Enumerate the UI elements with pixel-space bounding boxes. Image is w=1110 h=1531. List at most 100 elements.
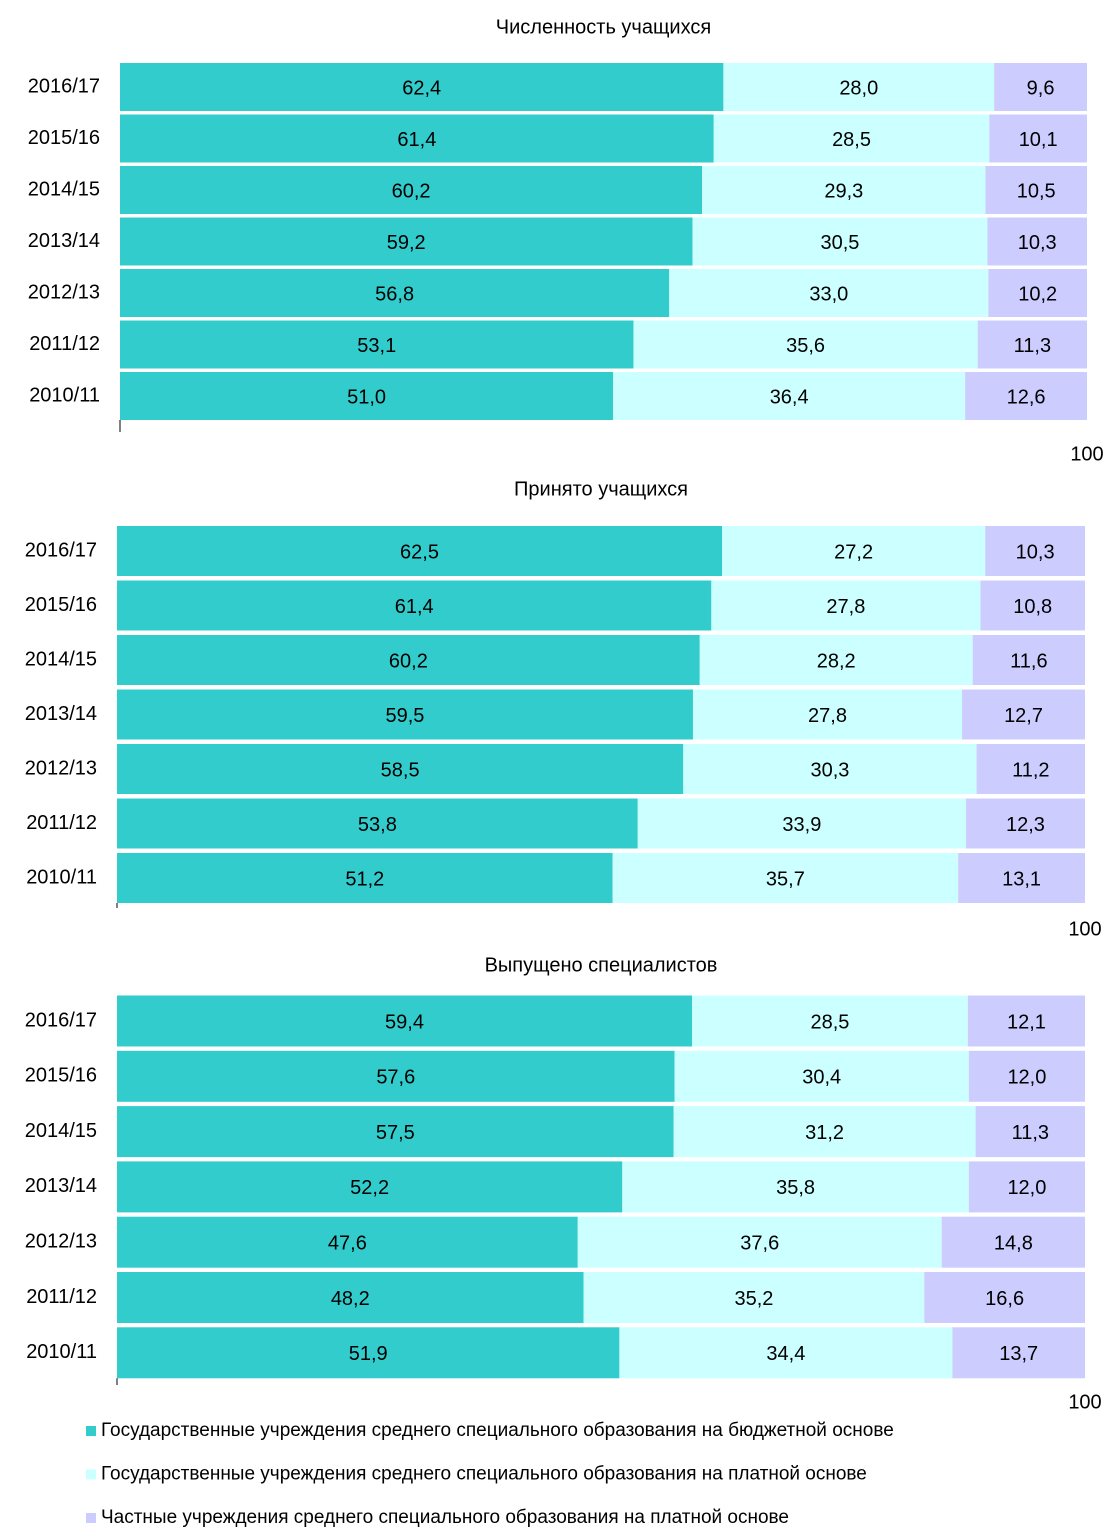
bar-segment	[980, 580, 1085, 631]
y-tick-label: 2015/16	[25, 1065, 97, 1087]
y-tick-label: 2014/15	[28, 178, 100, 200]
y-tick-label: 2011/12	[26, 812, 97, 834]
bar-segment	[702, 166, 986, 214]
data-label: 30,5	[820, 232, 859, 254]
bar-segment	[117, 1216, 578, 1268]
data-label: 52,2	[350, 1177, 389, 1199]
bar-segment	[117, 635, 700, 685]
bar-segment	[669, 269, 989, 317]
data-label: 57,5	[376, 1122, 415, 1144]
y-tick-label: 2011/12	[29, 333, 100, 355]
data-label: 36,4	[770, 386, 809, 408]
data-label: 12,0	[1007, 1177, 1046, 1199]
data-label: 28,5	[832, 129, 871, 151]
bar-segment	[674, 1050, 969, 1102]
data-label: 37,6	[740, 1232, 779, 1254]
data-label: 29,3	[824, 180, 863, 202]
bar-segment	[692, 689, 963, 740]
legend-swatch	[86, 1469, 96, 1480]
bar-segment	[713, 114, 990, 163]
bar-segment	[692, 217, 988, 266]
data-label: 11,3	[1012, 1122, 1049, 1144]
bar-segment	[722, 526, 986, 576]
bar-segment	[976, 744, 1085, 794]
legend-swatch	[86, 1426, 96, 1436]
bar-segment	[120, 63, 724, 111]
data-label: 13,1	[1002, 868, 1041, 890]
data-label: 35,6	[786, 335, 825, 357]
chart-title: Численность учащихся	[496, 16, 711, 38]
data-label: 28,2	[817, 650, 856, 672]
y-tick-label: 2012/13	[25, 1230, 97, 1252]
data-label: 34,4	[766, 1343, 805, 1365]
data-label: 13,7	[999, 1343, 1038, 1365]
data-label: 10,5	[1017, 180, 1056, 202]
bar-segment	[711, 580, 981, 631]
bar-segment	[117, 689, 693, 740]
bar-segment	[985, 166, 1087, 214]
y-tick-label: 2013/14	[25, 703, 97, 725]
bar-segment	[637, 798, 966, 849]
y-tick-label: 2012/13	[28, 281, 100, 303]
bar-segment	[968, 1050, 1085, 1102]
y-tick-label: 2012/13	[25, 757, 97, 779]
y-tick-label: 2014/15	[25, 1120, 97, 1142]
x-tick-label: 100	[1068, 918, 1101, 940]
bar-segment	[117, 1272, 584, 1323]
y-tick-label: 2013/14	[25, 1175, 97, 1197]
bar-segment	[673, 1106, 976, 1158]
data-label: 62,4	[402, 77, 441, 99]
data-label: 35,2	[734, 1288, 773, 1310]
data-label: 61,4	[397, 129, 436, 151]
bar-segment	[117, 1161, 623, 1213]
y-tick-label: 2014/15	[25, 648, 97, 670]
bar-segment	[577, 1216, 942, 1268]
data-label: 53,1	[357, 335, 396, 357]
chart-title: Принято учащихся	[514, 478, 688, 500]
data-label: 30,4	[802, 1067, 841, 1089]
data-label: 30,3	[810, 759, 849, 781]
bar-segment	[989, 114, 1087, 163]
y-tick-label: 2016/17	[25, 539, 97, 561]
data-label: 59,5	[386, 705, 425, 727]
bar-segment	[977, 320, 1087, 369]
bar-segment	[583, 1272, 925, 1323]
data-label: 33,0	[809, 283, 848, 305]
x-tick-label: 100	[1070, 443, 1103, 465]
data-label: 10,8	[1013, 596, 1052, 618]
bar-segment	[699, 635, 973, 685]
legend-label: Государственные учреждения среднего спец…	[101, 1464, 867, 1485]
data-label: 10,1	[1019, 129, 1058, 151]
bar-segment	[965, 372, 1087, 420]
data-label: 9,6	[1027, 77, 1055, 99]
bar-segment	[120, 320, 634, 369]
bar-segment	[117, 798, 638, 849]
bar-segment	[117, 744, 684, 794]
data-label: 11,6	[1010, 650, 1047, 672]
data-label: 10,3	[1016, 541, 1055, 563]
y-tick-label: 2010/11	[26, 1341, 97, 1363]
data-label: 56,8	[375, 283, 414, 305]
chart-title: Выпущено специалистов	[485, 954, 718, 976]
bar-segment	[117, 1327, 620, 1379]
y-tick-label: 2016/17	[28, 75, 100, 97]
y-tick-label: 2010/11	[26, 866, 97, 888]
data-label: 58,5	[381, 759, 420, 781]
data-label: 14,8	[994, 1232, 1033, 1254]
data-label: 12,3	[1006, 814, 1045, 836]
bar-segment	[962, 689, 1085, 740]
data-label: 27,8	[826, 596, 865, 618]
bar-segment	[952, 1327, 1085, 1379]
data-label: 57,6	[376, 1067, 415, 1089]
data-label: 51,0	[347, 386, 386, 408]
bar-segment	[987, 217, 1087, 266]
data-label: 60,2	[389, 650, 428, 672]
data-label: 51,2	[345, 868, 384, 890]
bar-segment	[924, 1272, 1085, 1323]
data-label: 11,2	[1012, 759, 1049, 781]
bar-segment	[117, 853, 613, 903]
bar-segment	[120, 217, 693, 266]
data-label: 16,6	[985, 1288, 1024, 1310]
bar-segment	[941, 1216, 1085, 1268]
